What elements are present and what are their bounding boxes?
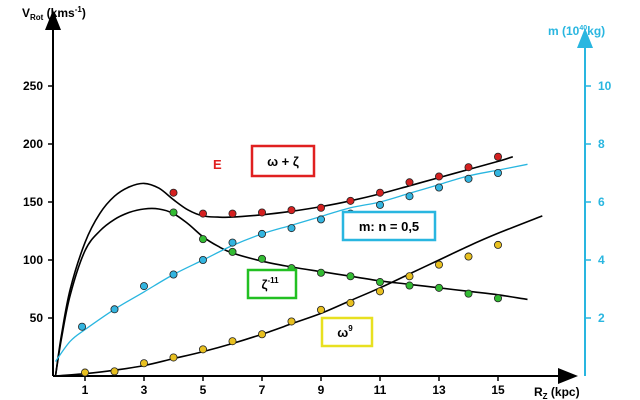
data-point-series-1 xyxy=(493,294,502,303)
data-point-series-3 xyxy=(139,282,148,291)
y-axis-title: VRot (kms-1) xyxy=(22,5,86,22)
data-point-series-2 xyxy=(346,298,355,307)
legend-label-m: m: n = 0,5 xyxy=(359,219,419,234)
data-point-series-3 xyxy=(169,270,178,279)
data-point-series-2 xyxy=(139,359,148,368)
data-point-series-2 xyxy=(375,287,384,296)
y-tick-label: 100 xyxy=(23,253,43,267)
data-point-series-0 xyxy=(346,196,355,205)
data-point-series-1 xyxy=(405,281,414,290)
data-point-series-2 xyxy=(493,240,502,249)
data-point-series-3 xyxy=(287,224,296,233)
data-point-series-0 xyxy=(493,152,502,161)
y-tick-label: 50 xyxy=(30,311,44,325)
data-point-series-2 xyxy=(228,337,237,346)
x-tick-label: 11 xyxy=(374,383,387,397)
data-point-series-0 xyxy=(257,208,266,217)
x-tick-label: 7 xyxy=(259,383,266,397)
data-point-series-0 xyxy=(375,188,384,197)
y-tick-label: 250 xyxy=(23,79,43,93)
data-point-series-2 xyxy=(464,252,473,261)
fit-curve-3 xyxy=(54,163,528,362)
legend-label-omega: ω9 xyxy=(337,324,353,340)
data-point-series-2 xyxy=(81,368,90,377)
data-point-series-3 xyxy=(78,322,87,331)
x-tick-label: 1 xyxy=(82,383,89,397)
y2-tick-label: 10 xyxy=(598,79,612,93)
data-point-series-3 xyxy=(375,200,384,209)
data-point-series-0 xyxy=(316,203,325,212)
data-point-series-1 xyxy=(257,254,266,263)
x-tick-label: 5 xyxy=(200,383,207,397)
data-point-series-1 xyxy=(464,289,473,298)
data-point-series-0 xyxy=(287,206,296,215)
data-point-series-3 xyxy=(434,183,443,192)
data-point-series-1 xyxy=(228,247,237,256)
legend-box-m: m: n = 0,5 xyxy=(341,210,437,242)
y-tick-label: 200 xyxy=(23,137,43,151)
fit-curves-layer xyxy=(54,156,543,377)
data-point-series-0 xyxy=(228,209,237,218)
data-point-series-3 xyxy=(316,215,325,224)
data-point-series-0 xyxy=(405,178,414,187)
annotation-e: E xyxy=(213,157,222,172)
data-point-series-2 xyxy=(434,260,443,269)
data-point-series-0 xyxy=(198,209,207,218)
data-point-series-2 xyxy=(405,272,414,281)
data-point-series-2 xyxy=(110,367,119,376)
data-point-series-1 xyxy=(316,268,325,277)
y2-axis-title: m (1040kg) xyxy=(548,24,605,38)
data-point-series-1 xyxy=(375,278,384,287)
data-point-series-0 xyxy=(169,188,178,197)
y-tick-label: 150 xyxy=(23,195,43,209)
data-point-series-3 xyxy=(257,229,266,238)
data-point-series-2 xyxy=(198,345,207,354)
data-point-series-3 xyxy=(405,192,414,201)
data-point-series-0 xyxy=(464,163,473,172)
y2-tick-label: 4 xyxy=(598,253,605,267)
x-tick-label: 9 xyxy=(318,383,325,397)
y2-tick-label: 2 xyxy=(598,311,605,325)
legend-box-omega-zeta: ω + ζ xyxy=(250,144,316,178)
data-point-series-2 xyxy=(287,317,296,326)
data-point-series-2 xyxy=(169,353,178,362)
data-point-series-0 xyxy=(434,172,443,181)
x-tick-label: 15 xyxy=(491,383,505,397)
data-point-series-3 xyxy=(493,168,502,177)
x-axis-title: RZ (kpc) xyxy=(534,385,580,400)
data-point-series-3 xyxy=(110,305,119,314)
y2-tick-label: 8 xyxy=(598,137,605,151)
x-tick-label: 3 xyxy=(141,383,148,397)
data-point-series-2 xyxy=(316,305,325,314)
data-point-series-1 xyxy=(434,283,443,292)
legend-label-omega-zeta: ω + ζ xyxy=(267,154,299,169)
y2-tick-label: 6 xyxy=(598,195,605,209)
data-point-series-1 xyxy=(198,235,207,244)
data-point-series-3 xyxy=(464,174,473,183)
data-point-series-1 xyxy=(346,272,355,281)
data-points-layer xyxy=(78,152,502,377)
data-point-series-1 xyxy=(169,208,178,217)
legend-box-omega: ω9 xyxy=(320,316,374,348)
data-point-series-3 xyxy=(198,255,207,264)
legend-label-zeta: ζ-11 xyxy=(261,276,279,292)
x-tick-label: 13 xyxy=(432,383,446,397)
legend-box-zeta: ζ-11 xyxy=(246,268,298,300)
data-point-series-3 xyxy=(228,238,237,247)
data-point-series-2 xyxy=(257,330,266,339)
